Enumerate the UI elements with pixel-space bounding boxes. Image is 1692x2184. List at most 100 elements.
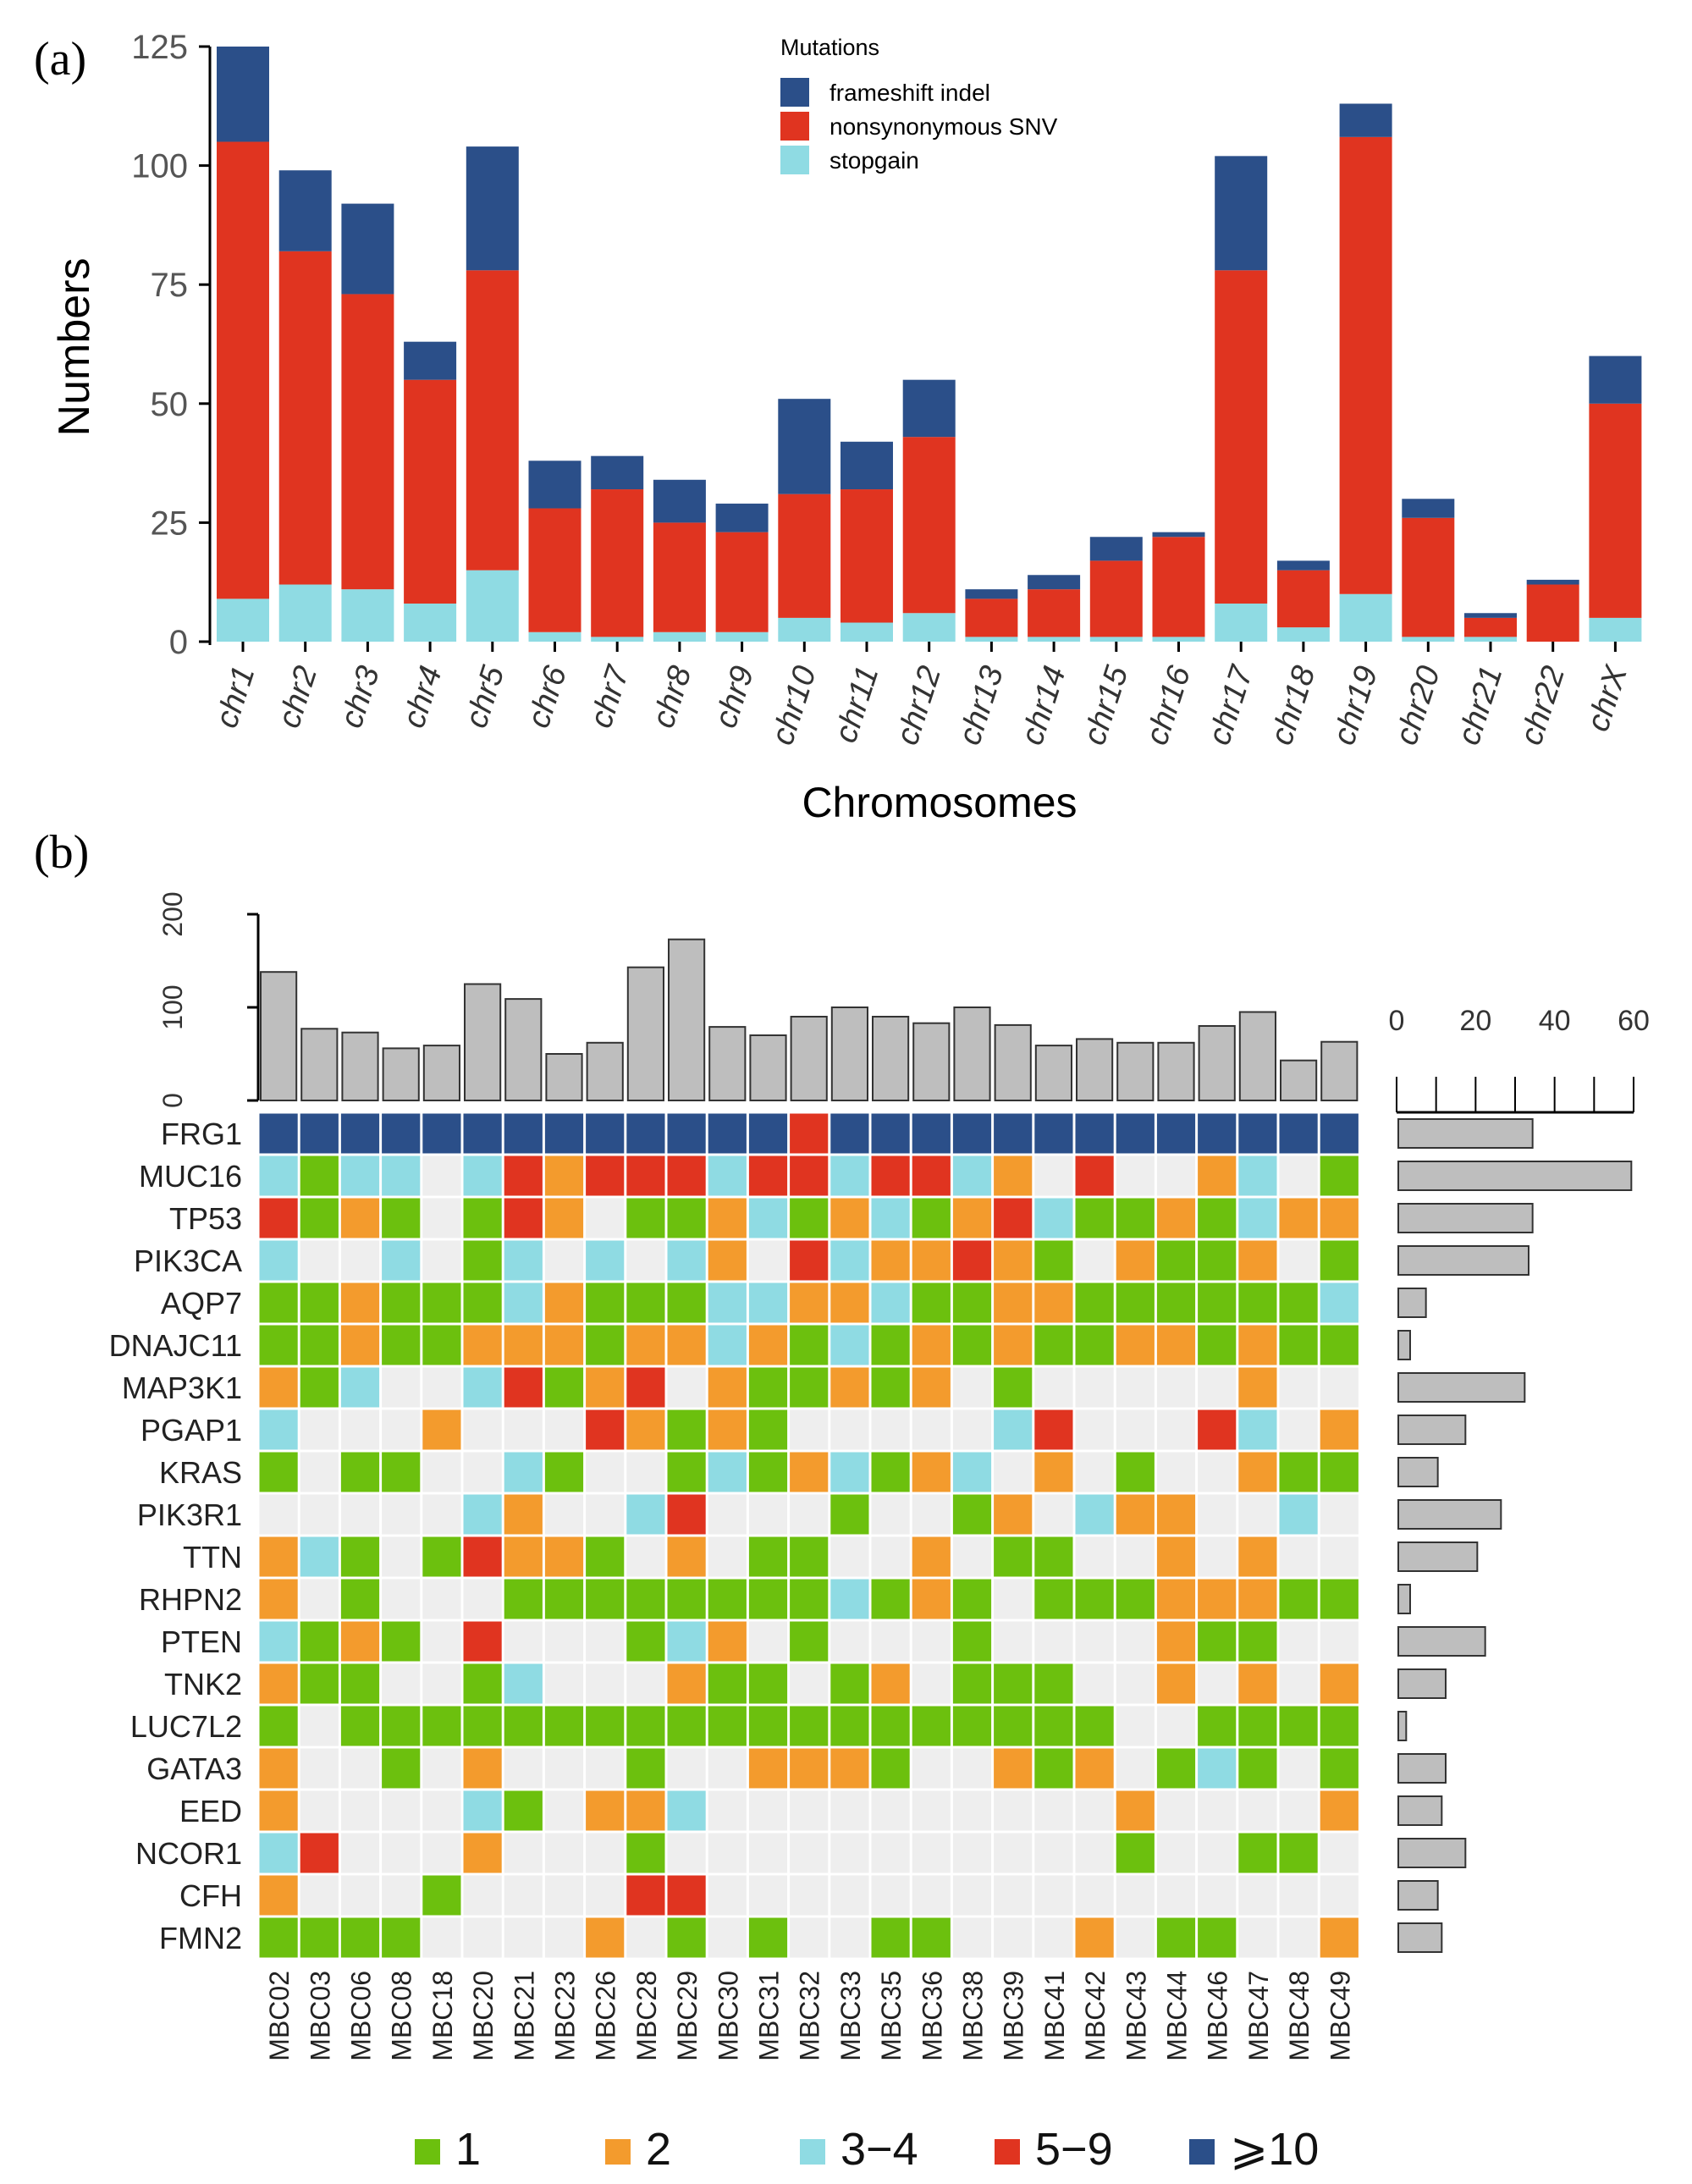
heatmap-background [258,1112,1360,1959]
heatmap-cell [994,1663,1033,1704]
heatmap-cell [994,1198,1033,1238]
heatmap-cell [544,1198,584,1238]
bar-segment [1215,270,1268,604]
right-bar [1397,1288,1427,1318]
heatmap-cell [1034,1917,1073,1958]
heatmap-cell [1238,1367,1277,1408]
top-bar [994,1023,1032,1102]
heatmap-cell [667,1579,706,1619]
top-bars-tick-label: 0 [157,1093,188,1108]
bar-segment [1526,579,1579,585]
heatmap-cell [300,1282,339,1323]
heatmap-cell [667,1409,706,1450]
y-tick-label: 125 [131,29,188,66]
heatmap-cell [340,1748,380,1789]
heatmap-cell [463,1155,502,1196]
heatmap-cell [667,1536,706,1577]
heatmap-cell [1198,1579,1237,1619]
heatmap-cell [422,1155,461,1196]
heatmap-cell [1156,1452,1196,1492]
heatmap-cell [504,1494,543,1535]
heatmap-cell [748,1240,788,1281]
heatmap-cell [1034,1663,1073,1704]
bar-segment [1589,617,1642,642]
heatmap-cell [790,1706,829,1746]
heatmap-cell [259,1494,298,1535]
heatmap-cell [1320,1198,1359,1238]
heatmap-cell [1116,1663,1155,1704]
heatmap-cell [586,1452,625,1492]
heatmap-cell [300,1155,339,1196]
heatmap-cell [1320,1113,1359,1154]
heatmap-cell [463,1325,502,1365]
heatmap-cell [1279,1748,1318,1789]
bar-segment [902,437,956,614]
heatmap-cell [300,1536,339,1577]
heatmap-cell [544,1494,584,1535]
legend-swatch [800,2139,825,2165]
bar-segment [715,532,769,632]
bar-segment [653,522,706,632]
heatmap-cell [1116,1917,1155,1958]
bar-segment [528,461,581,509]
heatmap-cell [422,1282,461,1323]
sample-label: MBC29 [672,1971,703,2061]
heatmap-cell [708,1917,747,1958]
gene-label: NCOR1 [135,1836,242,1871]
heatmap-cell [830,1748,869,1789]
bars [217,47,1642,642]
heatmap-cell [912,1917,951,1958]
bar-segment [715,503,769,532]
heatmap-cell [667,1706,706,1746]
heatmap-cell [1320,1833,1359,1873]
right-bars-tick-label: 40 [1539,1005,1571,1037]
y-tick-label: 0 [169,624,188,661]
bar-segment [1402,637,1455,642]
top-bar [708,1026,747,1101]
heatmap-cell [382,1282,421,1323]
heatmap-cell [259,1917,298,1958]
heatmap-cell [1116,1198,1155,1238]
heatmap-cell [1238,1833,1277,1873]
heatmap-cell [790,1536,829,1577]
x-tick-label: chr15 [1077,661,1136,749]
heatmap-cell [544,1452,584,1492]
right-bar [1397,1795,1443,1826]
heatmap-cell [708,1155,747,1196]
heatmap-cell [382,1536,421,1577]
bar-segment [1276,570,1330,628]
heatmap-cell [667,1325,706,1365]
heatmap-cell [1198,1748,1237,1789]
heatmap-cell [748,1198,788,1238]
sample-label: MBC47 [1243,1971,1274,2061]
heatmap-cell [952,1748,992,1789]
heatmap-cell [1034,1790,1073,1831]
heatmap-cell [1198,1282,1237,1323]
gene-label: EED [179,1794,242,1828]
y-tick-label: 100 [131,148,188,185]
heatmap-cell [790,1198,829,1238]
heatmap-cell [463,1579,502,1619]
right-bar [1397,1372,1526,1403]
heatmap-cell [790,1875,829,1916]
heatmap-cell [1034,1579,1073,1619]
legend-title: Mutations [780,35,879,60]
right-bar [1397,1415,1467,1445]
legend-swatch [415,2139,440,2165]
heatmap-cell [1075,1240,1114,1281]
heatmap-cell [340,1240,380,1281]
heatmap-cell [544,1367,584,1408]
heatmap-cell [422,1452,461,1492]
sample-label: MBC06 [346,1971,377,2061]
right-bar [1397,1922,1443,1953]
top-bar [953,1007,991,1101]
heatmap-cell [382,1706,421,1746]
right-bar-chart: 0 20 40 60 [1389,1005,1650,1953]
heatmap-cell [952,1155,992,1196]
heatmap-cell [912,1579,951,1619]
heatmap-cell [1116,1579,1155,1619]
heatmap-cell [1320,1282,1359,1323]
top-bar [382,1047,420,1102]
bar-segment [1339,103,1392,137]
bar-segment [404,341,457,380]
